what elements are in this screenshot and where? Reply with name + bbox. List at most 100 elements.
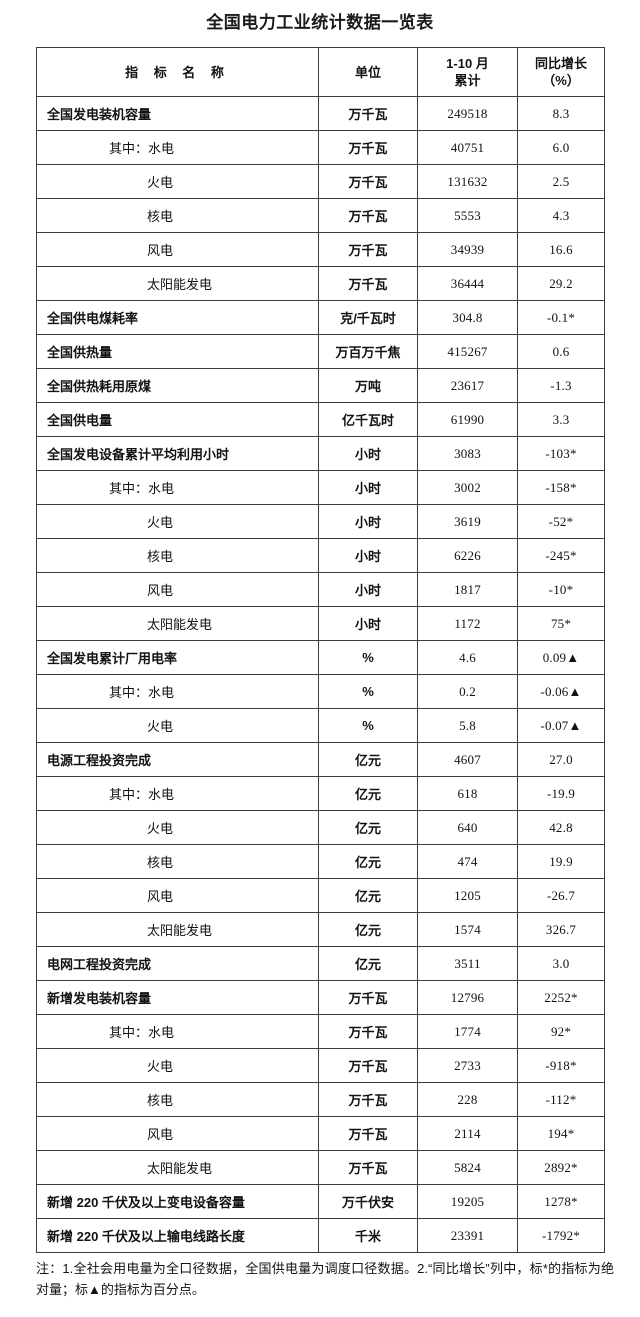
row-unit: 万千瓦 [318, 266, 418, 301]
table-row: 其中：水电 小时 3002 -158* [36, 470, 605, 505]
row-unit: 小时 [318, 572, 418, 607]
column-header-growth: 同比增长 （%） [517, 47, 605, 97]
table-row: 其中：水电 万千瓦 1774 92* [36, 1014, 605, 1049]
table-row: 全国发电装机容量 万千瓦 249518 8.3 [36, 96, 605, 131]
row-value: 5.8 [417, 708, 518, 743]
row-growth: 16.6 [517, 232, 605, 267]
row-indicator-name: 全国发电设备累计平均利用小时 [36, 436, 319, 471]
row-indicator-name: 电源工程投资完成 [36, 742, 319, 777]
row-value: 1205 [417, 878, 518, 913]
column-header-value: 1-10 月 累计 [417, 47, 518, 97]
table-row: 其中：水电% 0.2 -0.06▲ [36, 674, 605, 709]
row-unit: 千米 [318, 1218, 418, 1253]
row-indicator-name: 核电 [36, 538, 319, 573]
row-indicator-name: 新增 220 千伏及以上输电线路长度 [36, 1218, 319, 1253]
table-row: 火电% 5.8 -0.07▲ [36, 708, 605, 743]
row-value: 23617 [417, 368, 518, 403]
table-row: 风电 小时 1817 -10* [36, 572, 605, 607]
row-value: 249518 [417, 96, 518, 131]
row-value: 474 [417, 844, 518, 879]
table-row: 电源工程投资完成 亿元 4607 27.0 [36, 742, 605, 777]
row-unit: 万千伏安 [318, 1184, 418, 1219]
row-growth: 2252* [517, 980, 605, 1015]
row-value: 5553 [417, 198, 518, 233]
row-growth: -0.06▲ [517, 674, 605, 709]
row-growth: 326.7 [517, 912, 605, 947]
row-indicator-name: 其中：水电 [36, 130, 319, 165]
row-growth: -0.07▲ [517, 708, 605, 743]
row-growth: -1792* [517, 1218, 605, 1253]
row-indicator-name: 风电 [36, 878, 319, 913]
row-unit: % [318, 674, 418, 709]
row-unit: 万千瓦 [318, 232, 418, 267]
row-indicator-name: 全国供电煤耗率 [36, 300, 319, 335]
row-unit: 亿元 [318, 946, 418, 981]
row-value: 3083 [417, 436, 518, 471]
row-value: 415267 [417, 334, 518, 369]
row-indicator-name: 太阳能发电 [36, 912, 319, 947]
row-unit: 小时 [318, 504, 418, 539]
row-unit: 万吨 [318, 368, 418, 403]
row-growth: 1278* [517, 1184, 605, 1219]
table-row: 其中：水电 万千瓦 40751 6.0 [36, 130, 605, 165]
row-value: 1817 [417, 572, 518, 607]
table-row: 太阳能发电 万千瓦 5824 2892* [36, 1150, 605, 1185]
row-growth: 92* [517, 1014, 605, 1049]
row-value: 4.6 [417, 640, 518, 675]
row-indicator-name: 风电 [36, 232, 319, 267]
row-growth: -19.9 [517, 776, 605, 811]
row-growth: 42.8 [517, 810, 605, 845]
table-row: 新增 220 千伏及以上变电设备容量 万千伏安 19205 1278* [36, 1184, 605, 1219]
row-growth: -103* [517, 436, 605, 471]
table-row: 太阳能发电 亿元 1574 326.7 [36, 912, 605, 947]
column-header-value-line2: 累计 [454, 73, 481, 88]
row-indicator-name: 新增发电装机容量 [36, 980, 319, 1015]
row-value: 1774 [417, 1014, 518, 1049]
row-growth: 2892* [517, 1150, 605, 1185]
column-header-name: 指 标 名 称 [36, 47, 319, 97]
table-row: 风电 亿元 1205 -26.7 [36, 878, 605, 913]
row-growth: 4.3 [517, 198, 605, 233]
row-value: 4607 [417, 742, 518, 777]
row-growth: 0.09▲ [517, 640, 605, 675]
row-value: 3511 [417, 946, 518, 981]
row-value: 2733 [417, 1048, 518, 1083]
statistics-table: 指 标 名 称 单位 1-10 月 累计 同比增长 （%） 全国发电装机容量 万千… [36, 47, 605, 1253]
row-indicator-name: 太阳能发电 [36, 606, 319, 641]
row-indicator-name: 全国供电量 [36, 402, 319, 437]
table-row: 火电 亿元 640 42.8 [36, 810, 605, 845]
row-growth: -1.3 [517, 368, 605, 403]
row-value: 228 [417, 1082, 518, 1117]
row-indicator-name: 全国发电装机容量 [36, 96, 319, 131]
row-unit: 万百万千焦 [318, 334, 418, 369]
table-row: 全国发电累计厂用电率% 4.6 0.09▲ [36, 640, 605, 675]
row-indicator-name: 全国供热量 [36, 334, 319, 369]
row-unit: 万千瓦 [318, 130, 418, 165]
row-growth: 6.0 [517, 130, 605, 165]
row-indicator-name: 火电 [36, 708, 319, 743]
table-row: 核电 万千瓦 5553 4.3 [36, 198, 605, 233]
row-growth: -10* [517, 572, 605, 607]
row-indicator-name: 电网工程投资完成 [36, 946, 319, 981]
row-indicator-name: 风电 [36, 572, 319, 607]
row-value: 6226 [417, 538, 518, 573]
row-unit: 小时 [318, 470, 418, 505]
row-value: 36444 [417, 266, 518, 301]
row-unit: 小时 [318, 436, 418, 471]
row-unit: 万千瓦 [318, 1048, 418, 1083]
row-growth: 75* [517, 606, 605, 641]
column-header-growth-line1: 同比增长 [534, 56, 587, 71]
table-row: 核电 小时 6226 -245* [36, 538, 605, 573]
row-value: 1574 [417, 912, 518, 947]
table-row: 全国发电设备累计平均利用小时 小时 3083 -103* [36, 436, 605, 471]
row-indicator-name: 核电 [36, 1082, 319, 1117]
table-row: 火电 万千瓦 2733 -918* [36, 1048, 605, 1083]
row-growth: -26.7 [517, 878, 605, 913]
row-unit: 万千瓦 [318, 198, 418, 233]
row-indicator-name: 核电 [36, 844, 319, 879]
row-indicator-name: 太阳能发电 [36, 1150, 319, 1185]
row-indicator-name: 太阳能发电 [36, 266, 319, 301]
row-unit: 万千瓦 [318, 96, 418, 131]
row-value: 618 [417, 776, 518, 811]
